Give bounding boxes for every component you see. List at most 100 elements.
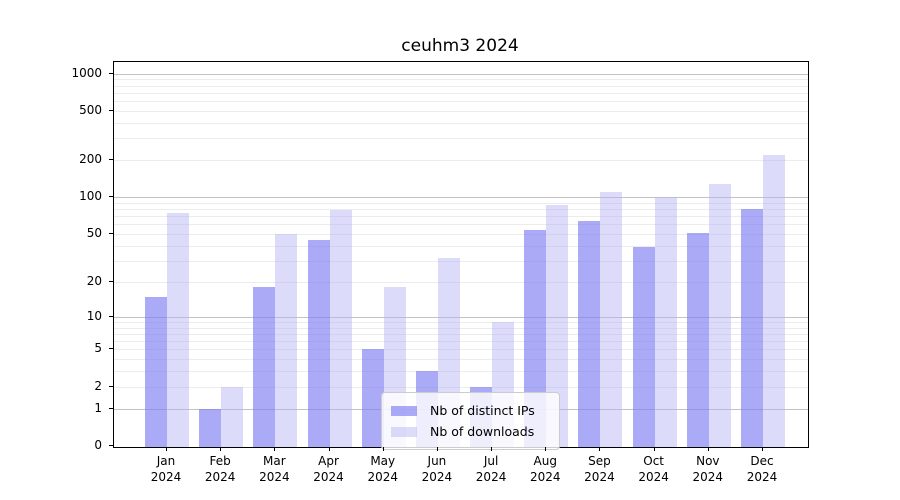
bar-nb-of-downloads-apr [329, 209, 352, 447]
y-tick-label-20: 20 [86, 273, 102, 288]
y-tick-mark-2 [109, 385, 113, 387]
month-name: Apr [318, 454, 339, 468]
bar-nb-of-distinct-ips-mar [253, 287, 276, 447]
minor-gridline-300 [114, 138, 808, 140]
bar-nb-of-distinct-ips-feb [199, 408, 222, 447]
major-gridline-1000 [114, 73, 808, 75]
major-gridline-10 [114, 316, 808, 318]
minor-gridline-60 [114, 224, 808, 226]
minor-gridline-30 [114, 260, 808, 262]
month-year: 2024 [204, 470, 236, 484]
minor-gridline-7 [114, 333, 808, 335]
bar-nb-of-distinct-ips-nov [686, 233, 709, 447]
month-year: 2024 [150, 470, 182, 484]
x-tick-label-sep: Sep 2024 [569, 453, 629, 485]
y-tick-label-1: 1 [94, 400, 102, 415]
bar-nb-of-downloads-mar [275, 234, 298, 447]
legend-label-downloads: Nb of downloads [430, 424, 535, 439]
y-tick-mark-10 [109, 315, 113, 317]
bar-nb-of-distinct-ips-oct [632, 247, 655, 447]
minor-gridline-9 [114, 321, 808, 323]
x-tick-label-jan: Jan 2024 [136, 453, 196, 485]
x-tick-mark-jul [491, 447, 493, 451]
minor-gridline-200 [114, 160, 808, 162]
chart-title: ceuhm3 2024 [401, 36, 519, 56]
month-name: Jan [156, 454, 176, 468]
minor-gridline-8 [114, 327, 808, 329]
minor-gridline-50 [114, 234, 808, 236]
x-tick-label-feb: Feb 2024 [190, 453, 250, 485]
minor-gridline-70 [114, 216, 808, 218]
minor-gridline-400 [114, 122, 808, 124]
bar-nb-of-distinct-ips-may [361, 349, 384, 447]
x-tick-label-jul: Jul 2024 [461, 453, 521, 485]
minor-gridline-500 [114, 110, 808, 112]
y-tick-mark-100 [109, 196, 113, 198]
month-year: 2024 [421, 470, 453, 484]
y-tick-mark-1 [109, 407, 113, 409]
month-year: 2024 [692, 470, 724, 484]
x-tick-label-dec: Dec 2024 [732, 453, 792, 485]
x-tick-mark-dec [762, 447, 763, 451]
minor-gridline-600 [114, 101, 808, 103]
bar-nb-of-downloads-nov [708, 184, 731, 447]
x-tick-mark-apr [328, 447, 330, 451]
bar-nb-of-downloads-aug [546, 204, 569, 447]
y-tick-mark-20 [109, 280, 113, 282]
major-gridline-100 [114, 197, 808, 199]
minor-gridline-700 [114, 92, 808, 94]
month-name: Dec [750, 454, 774, 468]
month-year: 2024 [475, 470, 507, 484]
y-tick-mark-5 [109, 348, 113, 350]
bar-nb-of-downloads-oct [654, 197, 677, 447]
month-year: 2024 [638, 470, 669, 484]
month-name: Jun [427, 454, 447, 468]
y-tick-label-1000: 1000 [71, 65, 102, 80]
x-tick-mark-may [382, 447, 384, 451]
minor-gridline-40 [114, 245, 808, 247]
x-tick-mark-nov [707, 447, 709, 451]
minor-gridline-80 [114, 209, 808, 211]
legend-row-downloads: Nb of downloads [391, 421, 549, 442]
x-tick-mark-mar [274, 447, 276, 451]
y-tick-mark-50 [109, 233, 113, 235]
bar-nb-of-distinct-ips-jan [145, 296, 167, 447]
y-tick-label-0: 0 [94, 438, 102, 452]
y-tick-label-100: 100 [79, 189, 102, 204]
month-year: 2024 [529, 470, 561, 484]
month-year: 2024 [584, 470, 615, 484]
bar-nb-of-distinct-ips-sep [578, 221, 601, 447]
bar-nb-of-downloads-dec [763, 155, 785, 447]
bar-nb-of-distinct-ips-apr [307, 239, 330, 447]
x-tick-label-mar: Mar 2024 [244, 453, 304, 485]
x-tick-label-apr: Apr 2024 [299, 453, 359, 485]
bar-nb-of-downloads-jan [167, 212, 189, 447]
x-tick-mark-aug [545, 447, 547, 451]
legend: Nb of distinct IPs Nb of downloads [381, 392, 560, 450]
y-tick-mark-1000 [109, 72, 113, 74]
x-tick-mark-oct [653, 447, 655, 451]
month-name: May [370, 454, 396, 468]
y-tick-label-500: 500 [79, 102, 102, 117]
minor-gridline-20 [114, 281, 808, 283]
y-tick-label-5: 5 [94, 341, 102, 356]
x-tick-label-nov: Nov 2024 [678, 453, 738, 485]
y-tick-label-2: 2 [94, 378, 102, 393]
y-tick-label-50: 50 [86, 226, 102, 241]
plot-area: Nb of distinct IPs Nb of downloads [113, 61, 809, 450]
distinct-ips-swatch [391, 405, 417, 416]
legend-label-distinct-ips: Nb of distinct IPs [430, 403, 535, 418]
y-tick-mark-500 [109, 109, 113, 111]
month-year: 2024 [367, 470, 398, 484]
y-tick-mark-200 [109, 159, 113, 161]
month-year: 2024 [746, 470, 778, 484]
x-tick-mark-sep [599, 447, 601, 451]
y-tick-label-200: 200 [79, 152, 102, 167]
month-name: Jul [483, 454, 499, 468]
month-name: Mar [263, 454, 286, 468]
month-name: Aug [533, 454, 557, 468]
minor-gridline-5 [114, 349, 808, 351]
month-year: 2024 [313, 470, 344, 484]
bar-nb-of-distinct-ips-dec [741, 209, 763, 447]
